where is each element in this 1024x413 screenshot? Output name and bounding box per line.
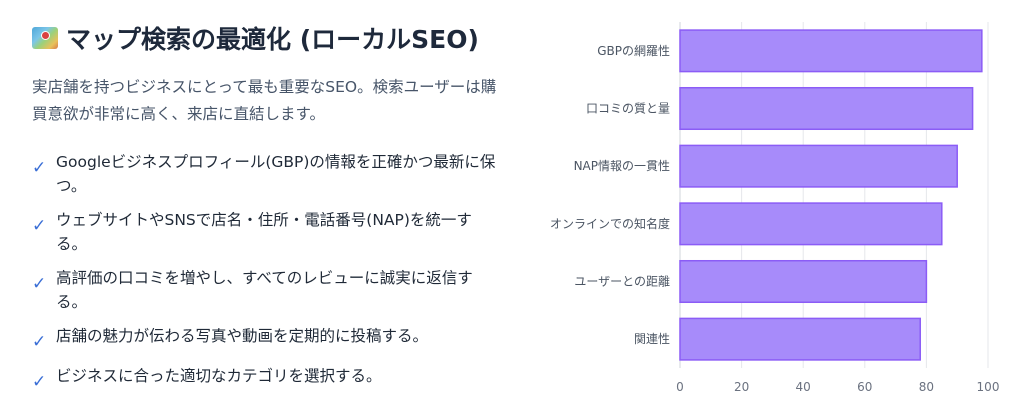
intro-text: 実店舗を持つビジネスにとって最も重要なSEO。検索ユーザーは購買意欲が非常に高く…	[32, 78, 497, 123]
checklist-item-text: 店舗の魅力が伝わる写真や動画を定期的に投稿する。	[56, 327, 429, 345]
bar	[679, 29, 983, 73]
checkmark-icon: ✓	[32, 332, 47, 352]
page-title-text: マップ検索の最適化 (ローカルSEO)	[66, 25, 479, 54]
bar	[679, 86, 974, 131]
x-tick-label: 0	[676, 380, 684, 394]
x-tick-label: 20	[734, 380, 749, 394]
bar	[679, 202, 943, 246]
x-tick-label: 80	[919, 380, 934, 394]
checklist: ✓ Googleビジネスプロフィール(GBP)の情報を正確かつ最新に保つ。 ✓ …	[32, 150, 502, 394]
x-tick-label: 40	[796, 380, 811, 394]
y-tick-label: NAP情報の一貫性	[574, 159, 670, 173]
checkmark-icon: ✓	[32, 158, 47, 178]
checklist-item-text: ビジネスに合った適切なカテゴリを選択する。	[56, 367, 382, 385]
bar-chart: 0 20 40 60 80 100 GBPの網羅性口コミの質と量 NAP情報の一貫性オンライン…	[515, 20, 1015, 405]
checkmark-icon: ✓	[32, 372, 47, 392]
checklist-item-text: ウェブサイトやSNSで店名・住所・電話番号(NAP)を統一する。	[56, 211, 472, 253]
checkmark-icon: ✓	[32, 216, 47, 236]
y-tick-label: ユーザーとの距離	[574, 275, 670, 289]
x-tick-label: 60	[857, 380, 872, 394]
checklist-item: ✓ ビジネスに合った適切なカテゴリを選択する。	[32, 364, 502, 394]
checklist-item: ✓ 高評価の口コミを増やし、すべてのレビューに誠実に返信する。	[32, 266, 502, 314]
page-title: マップ検索の最適化 (ローカルSEO)	[32, 16, 502, 60]
bar	[679, 259, 928, 304]
checklist-item: ✓ Googleビジネスプロフィール(GBP)の情報を正確かつ最新に保つ。	[32, 150, 502, 198]
y-tick-label: オンラインでの知名度	[550, 216, 670, 231]
checkmark-icon: ✓	[32, 274, 47, 294]
bar	[679, 144, 958, 188]
y-tick-label: GBPの網羅性	[597, 44, 670, 58]
checklist-item: ✓ ウェブサイトやSNSで店名・住所・電話番号(NAP)を統一する。	[32, 208, 502, 256]
x-tick-label: 100	[977, 380, 1000, 394]
checklist-item: ✓ 店舗の魅力が伝わる写真や動画を定期的に投稿する。	[32, 324, 502, 354]
bar	[679, 317, 921, 361]
y-tick-label: 口コミの質と量	[586, 101, 670, 116]
world-map-icon	[32, 27, 58, 49]
y-tick-label: 関連性	[634, 332, 670, 346]
checklist-item-text: 高評価の口コミを増やし、すべてのレビューに誠実に返信する。	[56, 269, 473, 311]
checklist-item-text: Googleビジネスプロフィール(GBP)の情報を正確かつ最新に保つ。	[56, 153, 496, 195]
left-panel: マップ検索の最適化 (ローカルSEO) 実店舗を持つビジネスにとって最も重要なS…	[32, 16, 502, 404]
